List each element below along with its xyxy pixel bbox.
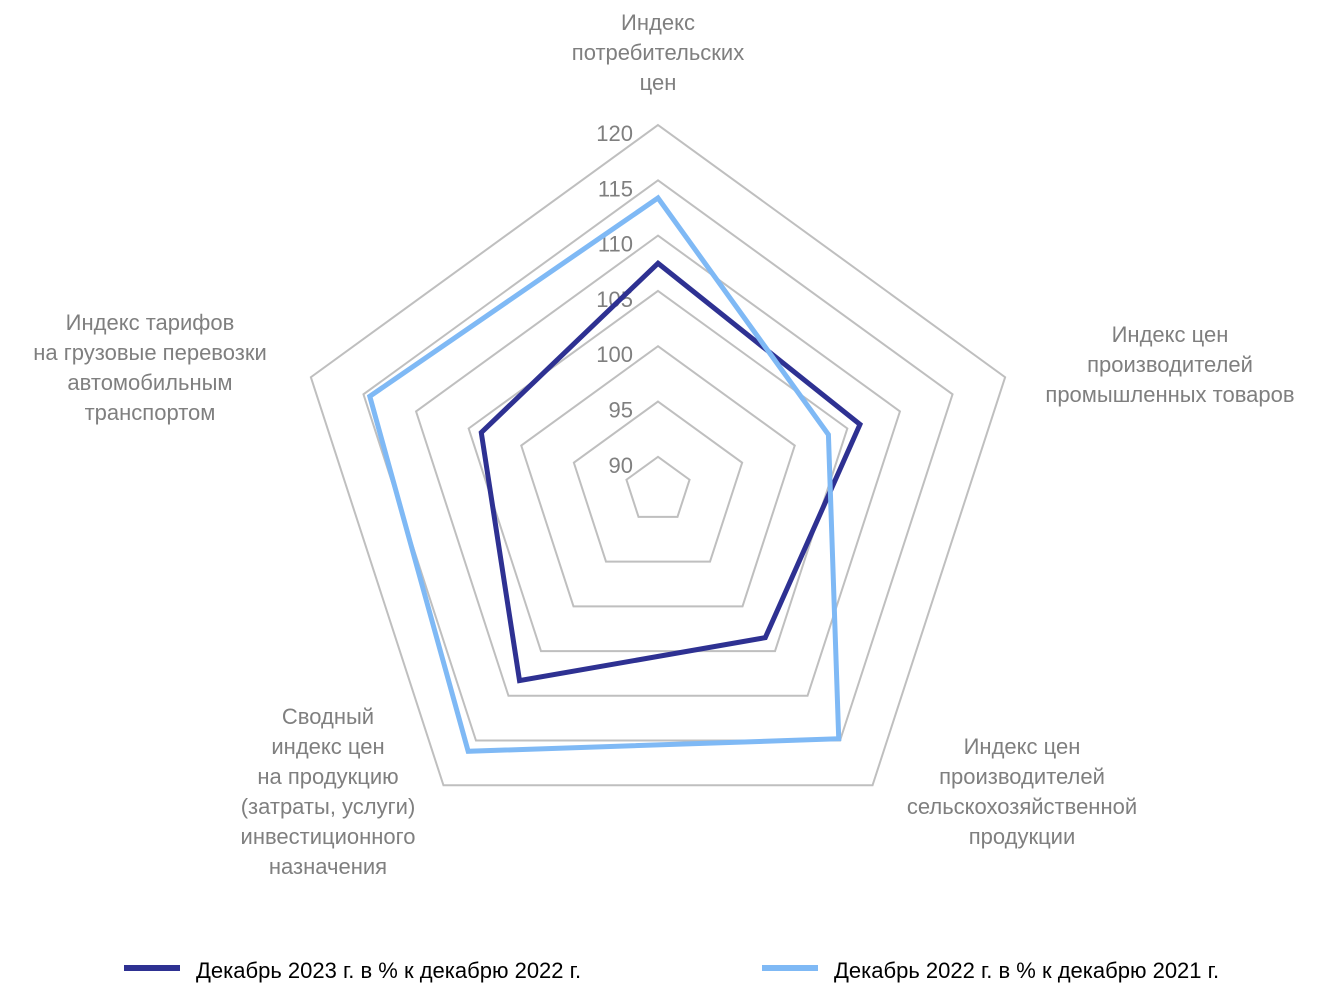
grid-ring [520, 344, 796, 608]
category-label: Индекс тарифов на грузовые перевозки автом… [33, 310, 266, 425]
series-line [478, 259, 864, 684]
grid-ring [625, 455, 691, 518]
grid-ring [362, 179, 954, 742]
category-label: Индекс потребительских цен [572, 10, 744, 95]
tick-label: 115 [598, 176, 633, 201]
tick-label: 120 [596, 121, 633, 146]
legend-label: Декабрь 2023 г. в % к декабрю 2022 г. [196, 958, 581, 983]
grid-ring [414, 234, 902, 697]
grid-ring [467, 289, 849, 653]
tick-label: 90 [609, 453, 633, 478]
category-label: Сводный индекс цен на продукцию (затраты, у… [241, 704, 416, 879]
tick-label: 100 [596, 342, 633, 367]
tick-label: 95 [609, 398, 633, 423]
legend-label: Декабрь 2022 г. в % к декабрю 2021 г. [834, 958, 1219, 983]
category-label: Индекс цен производителей сельскохозяйстве… [907, 734, 1137, 849]
category-label: Индекс цен производителей промышленных тов… [1045, 322, 1294, 407]
grid-ring [309, 123, 1007, 787]
series-line [366, 194, 842, 754]
grid-ring [572, 400, 744, 563]
